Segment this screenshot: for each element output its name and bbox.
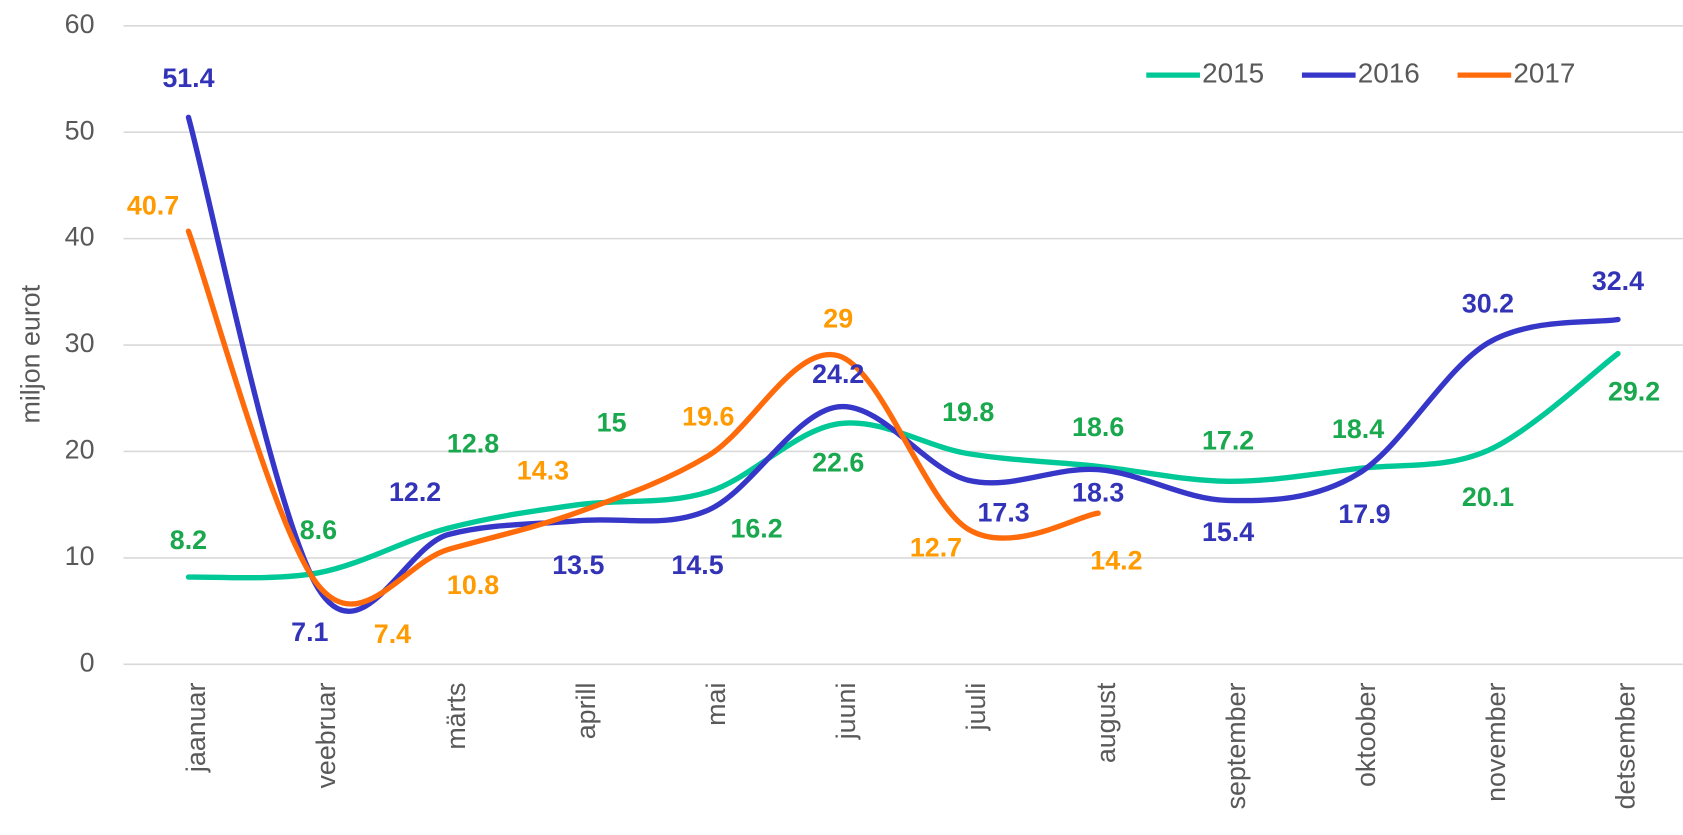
data-label: 14.5 <box>671 550 723 580</box>
data-label: 12.7 <box>910 533 962 563</box>
data-label: 14.2 <box>1090 546 1142 576</box>
legend-label: 2016 <box>1358 58 1420 89</box>
data-label: 22.6 <box>812 448 864 478</box>
data-label: 51.4 <box>162 63 214 93</box>
y-tick-label: 20 <box>65 435 95 465</box>
data-label: 8.2 <box>170 525 207 555</box>
data-label: 40.7 <box>127 191 179 221</box>
data-label: 17.9 <box>1338 499 1390 529</box>
x-tick-label: juuli <box>961 683 991 732</box>
data-label: 30.2 <box>1462 288 1514 318</box>
data-label: 17.3 <box>977 498 1029 528</box>
series-line <box>185 350 1621 581</box>
data-label: 13.5 <box>552 550 604 580</box>
legend-label: 2017 <box>1513 58 1575 89</box>
x-tick-label: jaanuar <box>181 683 211 774</box>
data-label: 8.6 <box>300 515 337 545</box>
data-label: 12.8 <box>447 429 499 459</box>
series-line <box>185 228 1101 607</box>
x-tick-label: september <box>1221 683 1251 810</box>
y-tick-label: 0 <box>80 647 95 677</box>
data-label: 32.4 <box>1592 266 1644 296</box>
data-label: 20.1 <box>1462 482 1514 512</box>
data-label: 18.6 <box>1072 412 1124 442</box>
data-label: 12.2 <box>389 477 441 507</box>
data-label: 7.4 <box>374 619 411 649</box>
y-tick-label: 10 <box>65 541 95 571</box>
data-label: 15 <box>597 407 627 437</box>
data-label: 19.6 <box>682 401 734 431</box>
x-tick-label: august <box>1091 682 1121 763</box>
x-tick-label: november <box>1481 683 1511 802</box>
y-tick-label: 30 <box>65 328 95 358</box>
data-label: 16.2 <box>730 514 782 544</box>
data-label: 19.8 <box>942 397 994 427</box>
y-tick-label: 50 <box>65 115 95 145</box>
data-label: 24.2 <box>812 359 864 389</box>
x-tick-label: detsember <box>1611 683 1641 810</box>
legend-label: 2015 <box>1202 58 1264 89</box>
x-tick-label: veebruar <box>311 683 341 789</box>
data-label: 18.4 <box>1332 414 1384 444</box>
y-axis-label: miljon eurot <box>15 284 45 423</box>
data-label: 17.2 <box>1202 426 1254 456</box>
data-label: 7.1 <box>291 617 328 647</box>
x-tick-label: mai <box>701 683 731 726</box>
x-tick-label: märts <box>441 683 471 750</box>
x-tick-label: oktoober <box>1351 683 1381 787</box>
data-label: 18.3 <box>1072 477 1124 507</box>
data-label: 14.3 <box>517 456 569 486</box>
x-tick-label: juuni <box>831 683 861 741</box>
data-label: 29.2 <box>1608 376 1660 406</box>
data-label: 29 <box>823 303 853 333</box>
series-line <box>185 114 1621 614</box>
x-tick-label: aprill <box>571 683 601 740</box>
data-label: 10.8 <box>447 570 499 600</box>
y-tick-label: 60 <box>65 9 95 39</box>
y-tick-label: 40 <box>65 222 95 252</box>
data-label: 15.4 <box>1202 517 1254 547</box>
